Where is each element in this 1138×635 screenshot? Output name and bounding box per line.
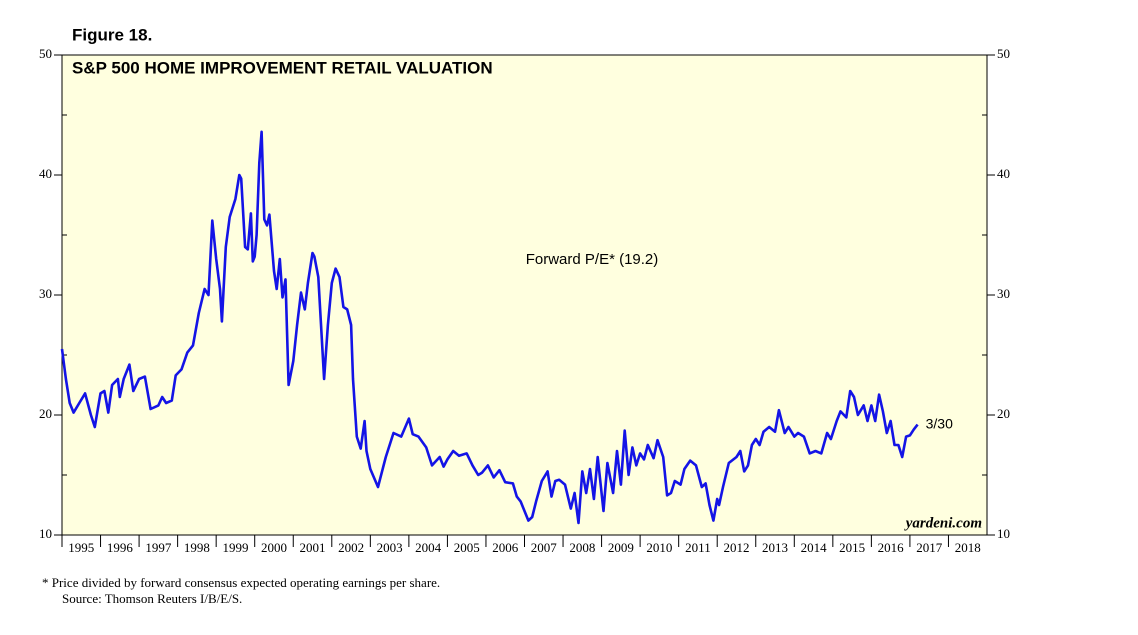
- x-tick-label: 2004: [415, 540, 442, 555]
- x-tick-label: 2005: [454, 540, 480, 555]
- x-tick-label: 2018: [955, 540, 981, 555]
- y-tick-label: 30: [39, 286, 52, 301]
- x-tick-label: 1995: [68, 540, 94, 555]
- x-tick-label: 1998: [184, 540, 210, 555]
- x-tick-label: 2012: [723, 540, 749, 555]
- annotation: Forward P/E* (19.2): [526, 251, 659, 268]
- y2-tick-label: 10: [997, 526, 1010, 541]
- x-tick-label: 2016: [878, 540, 905, 555]
- figure-label: Figure 18.: [72, 25, 152, 44]
- y-tick-label: 10: [39, 526, 52, 541]
- x-tick-label: 2002: [338, 540, 364, 555]
- y-tick-label: 50: [39, 46, 52, 61]
- footnote: * Price divided by forward consensus exp…: [42, 575, 440, 590]
- x-tick-label: 2000: [261, 540, 287, 555]
- x-tick-label: 2003: [377, 540, 403, 555]
- y2-tick-label: 20: [997, 406, 1010, 421]
- end-label: 3/30: [926, 415, 953, 431]
- x-tick-label: 2006: [492, 540, 519, 555]
- x-tick-label: 1997: [145, 540, 172, 555]
- x-tick-label: 2017: [916, 540, 943, 555]
- x-tick-label: 2014: [801, 540, 828, 555]
- source-mark: yardeni.com: [904, 515, 982, 531]
- series-line: [60, 130, 919, 525]
- x-tick-label: 2009: [608, 540, 634, 555]
- x-tick-label: 2013: [762, 540, 788, 555]
- x-tick-label: 2001: [300, 540, 326, 555]
- chart-title: S&P 500 HOME IMPROVEMENT RETAIL VALUATIO…: [72, 58, 493, 77]
- x-tick-label: 2011: [685, 540, 711, 555]
- x-tick-label: 2010: [646, 540, 672, 555]
- y2-tick-label: 30: [997, 286, 1010, 301]
- y2-tick-label: 40: [997, 166, 1010, 181]
- x-tick-label: 1996: [107, 540, 134, 555]
- footnote: Source: Thomson Reuters I/B/E/S.: [62, 591, 242, 606]
- x-tick-label: 1999: [222, 540, 248, 555]
- x-tick-label: 2008: [569, 540, 595, 555]
- y2-tick-label: 50: [997, 46, 1010, 61]
- x-tick-label: 2015: [839, 540, 865, 555]
- y-tick-label: 20: [39, 406, 52, 421]
- plot-area: [61, 54, 988, 536]
- y-tick-label: 40: [39, 166, 52, 181]
- x-tick-label: 2007: [531, 540, 558, 555]
